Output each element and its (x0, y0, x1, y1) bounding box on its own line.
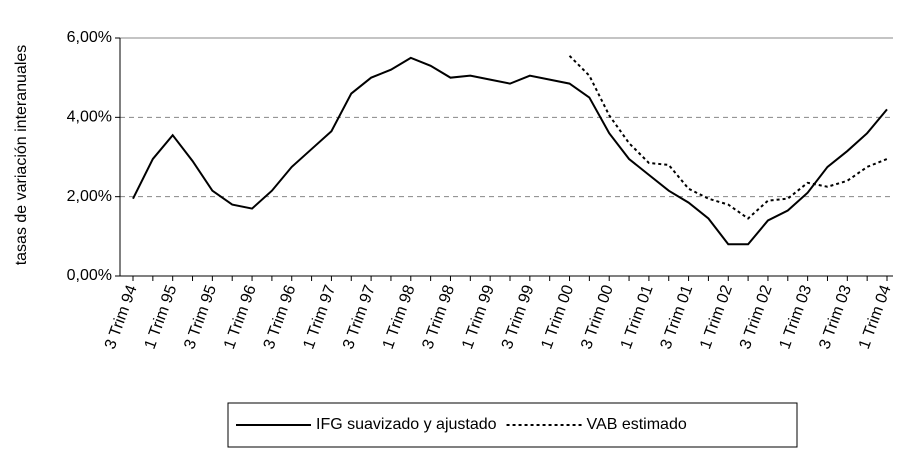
y-axis-label: tasas de variación interanuales (13, 45, 30, 266)
y-tick-label: 2,00% (67, 188, 112, 205)
x-tick-label: 1 Trim 97 (300, 283, 339, 352)
x-tick-label: 1 Trim 99 (459, 283, 498, 352)
y-tick-label: 4,00% (67, 109, 112, 126)
legend-box (227, 402, 798, 448)
x-tick-label: 1 Trim 95 (142, 283, 181, 352)
x-tick-label: 1 Trim 00 (538, 283, 577, 352)
line-series (132, 56, 888, 246)
x-tick-label: 1 Trim 02 (697, 283, 736, 352)
x-tick-label: 3 Trim 97 (340, 283, 379, 352)
x-tick-label: 3 Trim 02 (737, 283, 776, 352)
x-tick-label: 1 Trim 01 (618, 283, 657, 352)
x-tick-label: 3 Trim 03 (816, 283, 855, 352)
y-tick-label: 0,00% (67, 267, 112, 284)
legend-label: IFG suavizado y ajustado (316, 416, 497, 433)
x-tick-label: 1 Trim 03 (777, 283, 816, 352)
x-tick-label: 3 Trim 01 (658, 283, 697, 352)
x-tick-label: 1 Trim 96 (221, 283, 260, 352)
x-tick-label: 3 Trim 99 (499, 283, 538, 352)
line-series (568, 55, 888, 220)
x-tick-label: 1 Trim 04 (856, 283, 895, 352)
x-tick-label: 3 Trim 94 (102, 283, 141, 352)
x-tick-label: 3 Trim 98 (419, 283, 458, 352)
y-tick-label: 6,00% (67, 29, 112, 46)
x-tick-label: 3 Trim 00 (578, 283, 617, 352)
x-tick-label: 3 Trim 96 (261, 283, 300, 352)
x-tick-label: 3 Trim 95 (181, 283, 220, 352)
legend-label: VAB estimado (587, 416, 687, 433)
x-tick-label: 1 Trim 98 (380, 283, 419, 352)
